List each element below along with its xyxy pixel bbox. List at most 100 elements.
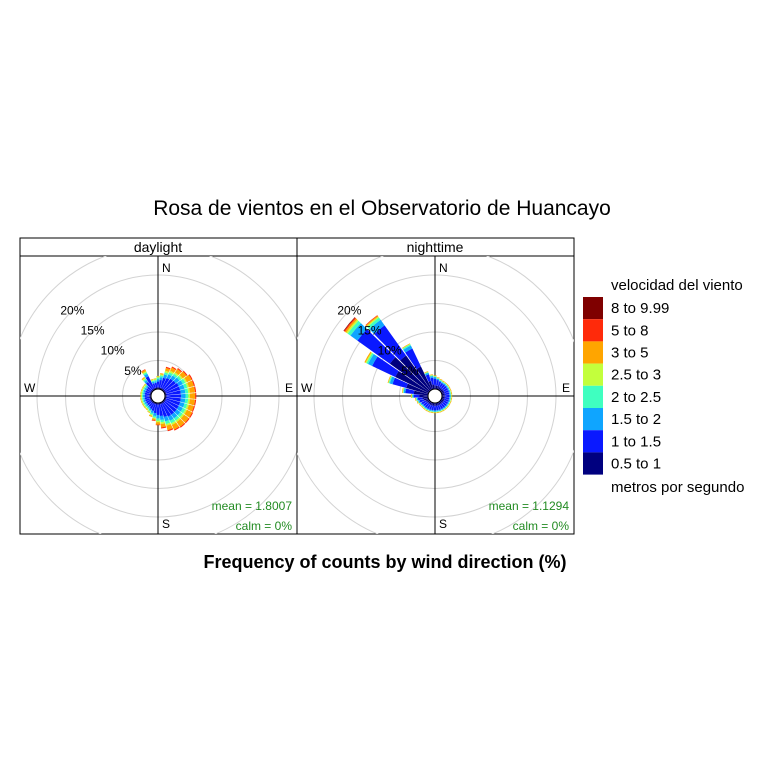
wedge-40-bin-3 <box>172 373 178 378</box>
wedge-0-bin-1 <box>156 381 160 388</box>
wedge-140-bin-3 <box>173 415 180 421</box>
wedge-100-bin-5 <box>451 397 453 401</box>
wedge-160-bin-4 <box>439 410 442 413</box>
wedge-320-bin-5 <box>141 376 145 381</box>
wedge-350-bin-2 <box>154 381 157 384</box>
wedge-130-bin-3 <box>446 405 449 408</box>
wedge-270-bin-4 <box>140 394 142 398</box>
wedge-30-bin-4 <box>441 380 445 383</box>
wedge-150-bin-5 <box>171 422 180 430</box>
wedge-210-bin-5 <box>425 409 428 412</box>
wedge-230-bin-5 <box>420 405 424 409</box>
wedge-60-bin-5 <box>184 374 192 383</box>
wedge-0-bin-3 <box>156 377 160 380</box>
wedge-210-bin-3 <box>425 408 429 411</box>
wedge-180-bin-3 <box>156 418 160 421</box>
wedge-200-bin-4 <box>428 410 431 413</box>
wedge-50-bin-2 <box>445 385 448 388</box>
wedge-300-bin-1 <box>146 388 151 393</box>
wedge-240-bin-3 <box>419 402 422 406</box>
wedge-340-bin-3 <box>424 372 429 375</box>
wedge-280-bin-1 <box>144 392 150 396</box>
wedge-310-bin-4 <box>143 383 147 387</box>
wedge-130-bin-2 <box>445 404 448 407</box>
ring-label: 15% <box>81 324 105 338</box>
wedge-220-bin-5 <box>145 408 148 411</box>
wedge-320-bin-3 <box>367 317 381 330</box>
wedge-180-bin-6 <box>155 424 161 426</box>
wedge-70-bin-0 <box>441 391 445 395</box>
wedge-310-bin-5 <box>143 383 146 386</box>
wedge-330-bin-4 <box>402 343 411 349</box>
wedge-200-bin-1 <box>151 403 156 411</box>
ring-label: 5% <box>401 364 419 378</box>
wedge-50-bin-3 <box>176 375 182 381</box>
wedge-0-bin-0 <box>434 385 436 390</box>
wedge-40-bin-1 <box>163 378 173 390</box>
wedge-310-bin-1 <box>147 386 152 391</box>
wedge-0-bin-2 <box>156 379 160 382</box>
wedge-220-bin-2 <box>147 405 151 409</box>
wedge-180-bin-1 <box>156 404 160 415</box>
wedge-260-bin-5 <box>140 397 142 401</box>
wedge-330-bin-5 <box>141 369 147 374</box>
wedge-110-bin-0 <box>441 397 445 401</box>
wedge-20-bin-1 <box>160 377 166 389</box>
wedge-350-bin-4 <box>153 378 157 381</box>
wedge-300-bin-0 <box>395 371 430 393</box>
wedge-40-bin-6 <box>177 368 183 373</box>
wedge-280-bin-3 <box>403 387 405 393</box>
ring-label: 5% <box>124 364 142 378</box>
wedge-210-bin-1 <box>426 404 431 410</box>
wedge-240-bin-5 <box>418 403 421 407</box>
wedge-0-bin-5 <box>433 375 437 376</box>
wedge-150-bin-1 <box>161 403 171 417</box>
wedge-220-bin-3 <box>146 406 150 410</box>
wedge-320-bin-3 <box>143 378 147 383</box>
wedge-90-bin-1 <box>444 394 450 398</box>
wedge-320-bin-5 <box>365 315 379 327</box>
wedge-250-bin-2 <box>143 399 146 403</box>
wedge-100-bin-3 <box>450 397 452 401</box>
cardinal-e: E <box>562 381 570 395</box>
wedge-120-bin-3 <box>447 402 450 406</box>
wedge-340-bin-5 <box>424 371 429 374</box>
wedge-310-bin-3 <box>347 320 361 336</box>
wedge-60-bin-4 <box>183 377 187 383</box>
wedge-230-bin-3 <box>421 405 424 408</box>
wedge-180-bin-5 <box>433 412 437 414</box>
legend-label-4: 2.5 to 3 <box>611 367 661 384</box>
wedge-310-bin-6 <box>343 317 357 332</box>
wedge-340-bin-0 <box>428 381 434 390</box>
wedge-320-bin-1 <box>374 325 407 361</box>
wedge-90-bin-3 <box>185 393 189 399</box>
wedge-60-bin-1 <box>165 383 179 393</box>
wedge-130-bin-6 <box>184 417 190 424</box>
wedge-350-bin-4 <box>429 374 434 376</box>
wedge-190-bin-4 <box>152 417 156 419</box>
wedge-30-bin-3 <box>168 372 173 377</box>
wedge-180-bin-2 <box>156 414 160 419</box>
wedge-120-bin-6 <box>189 412 194 419</box>
wedge-100-bin-2 <box>180 398 186 403</box>
wedge-210-bin-4 <box>147 410 151 413</box>
wedge-200-bin-3 <box>428 410 431 412</box>
wedge-310-bin-0 <box>389 357 431 392</box>
wedge-70-bin-6 <box>191 380 195 387</box>
wedge-40-bin-5 <box>444 381 448 385</box>
wedge-50-bin-2 <box>173 377 180 384</box>
wedge-70-bin-4 <box>449 389 452 392</box>
ring-label: 15% <box>358 324 382 338</box>
wedge-230-bin-4 <box>421 405 424 408</box>
wedge-260-bin-2 <box>143 397 146 400</box>
wedge-350-bin-0 <box>432 384 435 390</box>
wedge-10-bin-3 <box>159 375 164 378</box>
wedge-60-bin-1 <box>443 387 449 392</box>
wedge-190-bin-1 <box>153 404 158 414</box>
wedge-300-bin-5 <box>364 351 372 363</box>
wedge-100-bin-6 <box>194 399 197 406</box>
wedge-40-bin-1 <box>440 384 446 389</box>
wedge-120-bin-5 <box>448 403 451 406</box>
wedge-310-bin-1 <box>357 329 396 364</box>
wedge-20-bin-1 <box>437 381 442 387</box>
